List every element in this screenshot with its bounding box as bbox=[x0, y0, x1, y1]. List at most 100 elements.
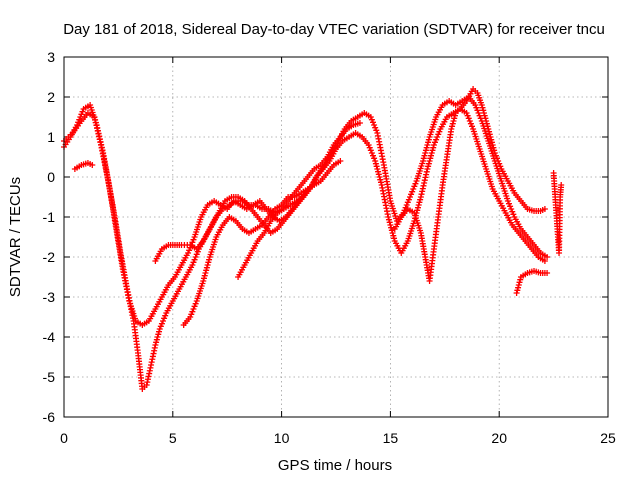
data-point-fill bbox=[514, 287, 521, 294]
data-point bbox=[187, 314, 194, 320]
data-point bbox=[491, 150, 498, 156]
x-tick-label: 10 bbox=[274, 430, 290, 446]
data-point-fill bbox=[507, 203, 514, 210]
data-point-fill bbox=[93, 122, 100, 129]
data-point-fill bbox=[421, 152, 428, 159]
data-point-fill bbox=[486, 128, 493, 135]
data-point-fill bbox=[465, 115, 472, 122]
data-point-fill bbox=[415, 202, 422, 208]
data-points bbox=[61, 86, 565, 392]
data-point-fill bbox=[414, 204, 421, 211]
data-point-fill bbox=[412, 180, 419, 187]
data-point-fill bbox=[94, 125, 101, 132]
series-track-f bbox=[235, 194, 307, 280]
data-point-fill bbox=[451, 112, 458, 119]
data-point-fill bbox=[403, 202, 410, 208]
data-point-fill bbox=[425, 139, 432, 146]
data-point-fill bbox=[78, 111, 85, 118]
data-point-fill bbox=[373, 163, 380, 170]
x-tick-label: 25 bbox=[600, 430, 616, 446]
y-tick-label: -6 bbox=[43, 409, 56, 425]
data-point-fill bbox=[495, 158, 502, 164]
data-point-fill bbox=[157, 323, 164, 330]
data-point-fill bbox=[435, 131, 442, 138]
data-point-fill bbox=[155, 331, 162, 338]
y-tick-label: -1 bbox=[43, 209, 56, 225]
data-point-fill bbox=[422, 150, 429, 156]
data-point-fill bbox=[488, 139, 495, 146]
data-point-fill bbox=[475, 110, 482, 116]
data-point bbox=[156, 326, 163, 332]
data-point bbox=[89, 162, 96, 168]
data-point-fill bbox=[416, 199, 423, 206]
data-point bbox=[300, 194, 307, 200]
data-point-fill bbox=[429, 147, 436, 154]
data-point bbox=[185, 250, 192, 256]
data-point bbox=[544, 254, 551, 260]
data-point bbox=[365, 142, 372, 148]
data-point bbox=[152, 342, 159, 348]
series-track-b bbox=[71, 160, 96, 172]
y-tick-label: -3 bbox=[43, 289, 56, 305]
data-point-fill bbox=[492, 152, 499, 159]
y-axis-label: SDTVAR / TECUs bbox=[7, 177, 24, 297]
data-point-fill bbox=[494, 155, 501, 162]
data-point-fill bbox=[425, 163, 432, 170]
data-point-fill bbox=[414, 207, 421, 214]
data-point-fill bbox=[205, 259, 212, 266]
series-track-h bbox=[513, 268, 551, 296]
data-point-fill bbox=[372, 124, 379, 131]
data-point-fill bbox=[388, 224, 395, 231]
data-point-fill bbox=[153, 339, 160, 346]
data-point-fill bbox=[193, 251, 200, 258]
data-point-fill bbox=[153, 336, 160, 343]
data-point bbox=[420, 158, 427, 164]
data-point-fill bbox=[371, 155, 378, 162]
data-point-fill bbox=[95, 130, 102, 137]
data-point-fill bbox=[423, 168, 430, 175]
data-point-fill bbox=[368, 150, 375, 156]
data-point bbox=[372, 158, 379, 164]
data-point-fill bbox=[391, 235, 398, 242]
data-point-fill bbox=[369, 119, 376, 126]
data-point-fill bbox=[421, 177, 428, 184]
data-point-fill bbox=[436, 128, 443, 135]
data-point-fill bbox=[92, 119, 99, 126]
data-point-fill bbox=[158, 320, 165, 327]
y-tick-label: 2 bbox=[47, 89, 55, 105]
data-point bbox=[448, 126, 455, 132]
data-point-fill bbox=[428, 150, 435, 156]
data-point-fill bbox=[96, 133, 103, 140]
data-point-fill bbox=[96, 136, 103, 143]
data-point-fill bbox=[418, 191, 425, 198]
data-point-fill bbox=[483, 120, 490, 127]
data-point-fill bbox=[476, 112, 483, 119]
data-point-fill bbox=[428, 152, 435, 159]
data-point-fill bbox=[491, 147, 498, 154]
data-point-fill bbox=[388, 227, 395, 234]
data-point-fill bbox=[376, 174, 383, 180]
data-point bbox=[367, 114, 374, 120]
data-point-fill bbox=[377, 176, 384, 183]
data-point-fill bbox=[488, 136, 495, 143]
data-point-fill bbox=[420, 155, 427, 162]
data-point-fill bbox=[375, 168, 382, 175]
data-point-fill bbox=[480, 107, 487, 114]
data-point-fill bbox=[190, 306, 197, 312]
data-point-fill bbox=[94, 128, 101, 134]
data-point-fill bbox=[192, 300, 199, 307]
data-point-fill bbox=[496, 160, 503, 167]
data-point-fill bbox=[466, 118, 473, 124]
data-point-fill bbox=[366, 144, 373, 151]
data-point-fill bbox=[201, 272, 208, 279]
data-point-fill bbox=[203, 264, 210, 271]
data-point-fill bbox=[427, 155, 434, 162]
plot-frame bbox=[63, 56, 609, 418]
data-point bbox=[472, 102, 479, 108]
data-point-fill bbox=[510, 211, 517, 218]
data-point-fill bbox=[192, 254, 199, 260]
data-point-fill bbox=[433, 136, 440, 143]
data-point-fill bbox=[202, 270, 209, 276]
data-point-fill bbox=[377, 179, 384, 186]
